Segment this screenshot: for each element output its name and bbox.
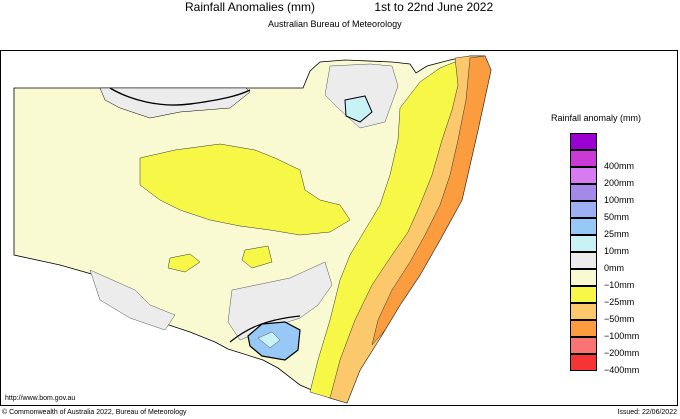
yellow-region-small-west	[167, 253, 201, 273]
legend-swatch	[570, 218, 597, 235]
blue-region-alpine-inner	[257, 331, 281, 349]
legend-swatch	[570, 184, 597, 201]
legend-label: −100mm	[604, 331, 640, 341]
legend-title: Rainfall anomaly (mm)	[551, 113, 642, 123]
legend-label: 10mm	[604, 246, 630, 256]
legend-label: −50mm	[604, 314, 635, 324]
yellow-region-small-south	[241, 245, 273, 269]
source-url: http://www.bom.gov.au	[5, 395, 76, 402]
orange-coastal-band	[371, 55, 492, 346]
period-text: 1st to 22nd June 2022	[374, 0, 494, 14]
legend-label: −400mm	[604, 365, 640, 375]
grey-region-north	[99, 87, 251, 119]
legend-swatch	[570, 354, 597, 371]
legend-label: −25mm	[604, 297, 635, 307]
zero-contour-south	[229, 315, 301, 343]
title-text: Rainfall Anomalies (mm)	[185, 0, 316, 14]
grey-region-northeast	[324, 63, 399, 129]
agency-subtitle: Australian Bureau of Meteorology	[268, 19, 402, 29]
blue-region-northeast	[344, 95, 373, 123]
map-frame	[0, 50, 678, 406]
nsw-rainfall-anomaly-map	[13, 55, 492, 404]
legend-label: 100mm	[604, 195, 635, 205]
legend-label: 200mm	[604, 178, 635, 188]
legend-label: −200mm	[604, 348, 640, 358]
legend-swatch	[570, 320, 597, 337]
legend-swatch	[570, 286, 597, 303]
legend-label: 400mm	[604, 161, 635, 171]
legend-swatch	[570, 235, 597, 252]
legend-swatch	[570, 167, 597, 184]
legend-swatch	[570, 133, 597, 150]
legend-label: 0mm	[604, 263, 624, 273]
grey-region-south	[227, 261, 333, 341]
legend-swatch	[570, 303, 597, 320]
legend-swatch	[570, 201, 597, 218]
yellow-region-central	[139, 143, 351, 236]
issued-date: Issued: 22/06/2022	[617, 409, 677, 416]
map-title: Rainfall Anomalies (mm) 1st to 22nd June…	[185, 0, 493, 14]
legend-label: 50mm	[604, 212, 630, 222]
legend-label: 25mm	[604, 229, 630, 239]
legend-swatch	[570, 150, 597, 167]
grey-region-southwest	[89, 269, 176, 331]
copyright-text: © Commonwealth of Australia 2022, Bureau…	[2, 409, 187, 416]
zero-contour-north	[109, 87, 251, 106]
legend-label: −10mm	[604, 280, 635, 290]
legend-swatch	[570, 269, 597, 286]
legend-swatch	[570, 252, 597, 269]
legend-swatch	[570, 337, 597, 354]
